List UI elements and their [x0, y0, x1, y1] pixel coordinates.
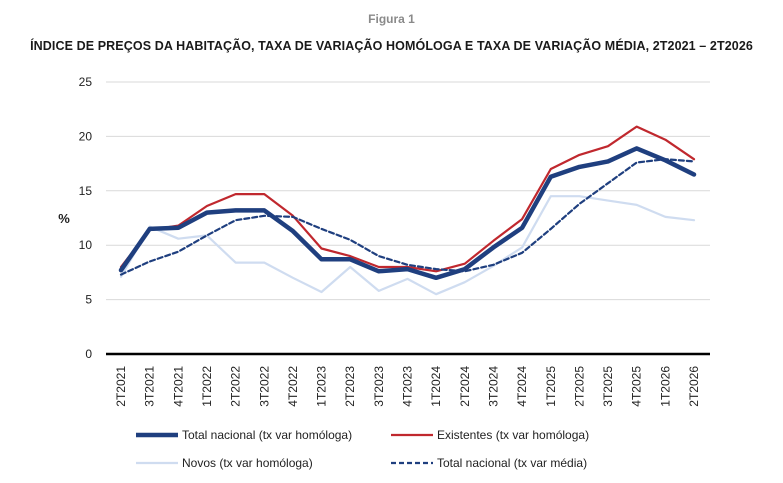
x-tick-label: 4T2024	[515, 366, 529, 407]
x-tick-label: 3T2021	[143, 366, 157, 407]
x-tick-label: 4T2025	[630, 366, 644, 407]
x-tick-label: 4T2021	[171, 366, 185, 407]
y-tick-label: 5	[85, 293, 92, 307]
x-tick-label: 1T2025	[544, 366, 558, 407]
x-tick-label: 3T2025	[601, 366, 615, 407]
series-line-2	[119, 125, 696, 273]
y-tick-label: 15	[79, 184, 93, 198]
x-tick-label: 3T2023	[372, 366, 386, 407]
x-tick-label: 2T2026	[687, 366, 701, 407]
x-tick-label: 3T2024	[486, 366, 500, 407]
chart-title: ÍNDICE DE PREÇOS DA HABITAÇÃO, TAXA DE V…	[30, 39, 753, 53]
y-tick-label: 20	[79, 129, 93, 143]
y-tick-label: 10	[79, 238, 93, 252]
x-tick-label: 2T2024	[458, 366, 472, 407]
y-axis-label: %	[58, 211, 70, 226]
figure-label: Figura 1	[368, 12, 415, 26]
x-tick-label: 1T2023	[315, 366, 329, 407]
x-tick-label: 1T2022	[200, 366, 214, 407]
legend-label: Existentes (tx var homóloga)	[437, 428, 589, 442]
x-tick-label: 1T2026	[658, 366, 672, 407]
series-line-3	[119, 195, 696, 296]
series-line-4	[119, 158, 696, 276]
legend-label: Total nacional (tx var homóloga)	[182, 428, 352, 442]
x-tick-label: 4T2023	[401, 366, 415, 407]
x-tick-label: 2T2023	[343, 366, 357, 407]
series-line-1	[118, 146, 697, 281]
x-tick-label: 2T2025	[572, 366, 586, 407]
x-tick-label: 4T2022	[286, 366, 300, 407]
x-tick-label: 2T2022	[229, 366, 243, 407]
x-tick-label: 2T2021	[114, 366, 128, 407]
legend-label: Novos (tx var homóloga)	[182, 456, 313, 470]
legend-label: Total nacional (tx var média)	[437, 456, 587, 470]
y-tick-label: 25	[79, 75, 93, 89]
y-tick-label: 0	[85, 347, 92, 361]
x-tick-label: 3T2022	[257, 366, 271, 407]
x-tick-label: 1T2024	[429, 366, 443, 407]
